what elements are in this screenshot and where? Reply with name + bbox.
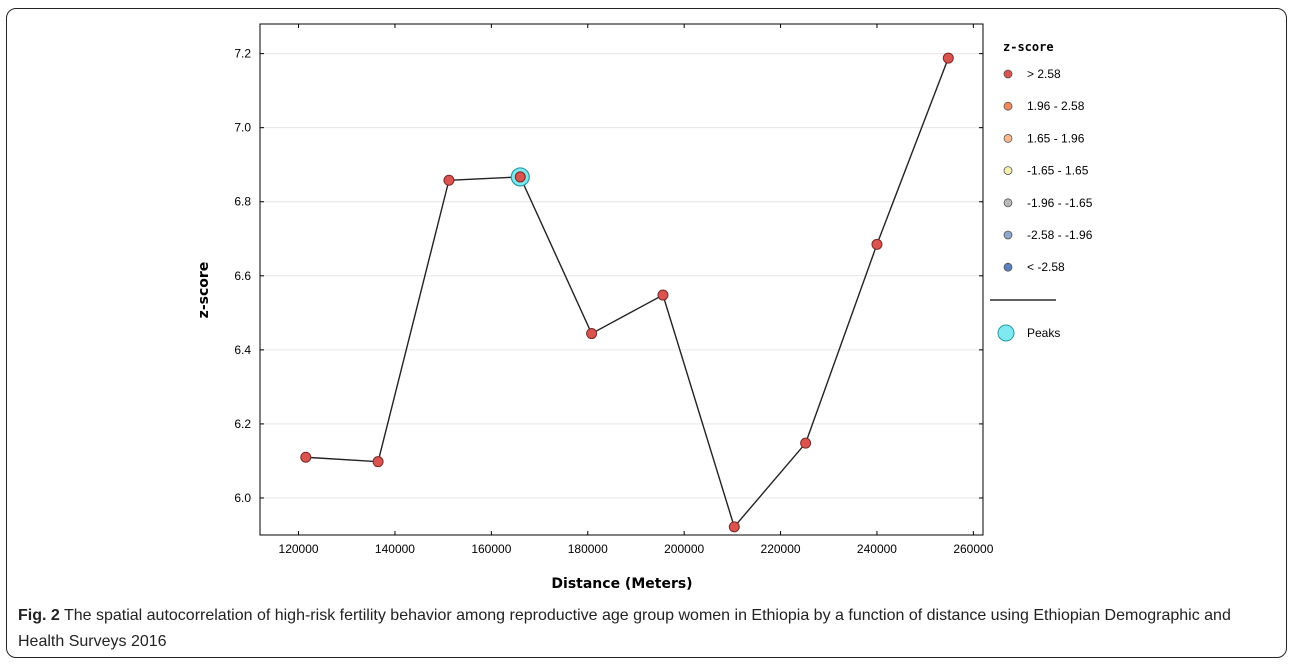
data-point-3 <box>514 171 526 183</box>
y-tick-label-6: 7.2 <box>234 47 251 61</box>
y-tick-label-2: 6.4 <box>234 343 251 357</box>
legend-peaks-label: Peaks <box>1027 326 1060 340</box>
data-point-0 <box>300 451 312 463</box>
data-point-4 <box>586 328 598 340</box>
x-tick-label-2: 160000 <box>471 542 511 556</box>
data-point-9 <box>942 52 954 64</box>
data-point-6 <box>728 521 740 533</box>
legend-marker-0 <box>1003 69 1013 79</box>
caption-label: Fig. 2 <box>18 607 60 624</box>
x-tick-label-5: 220000 <box>761 542 801 556</box>
y-tick-label-1: 6.2 <box>234 417 251 431</box>
x-tick-label-3: 180000 <box>568 542 608 556</box>
y-tick-label-5: 7.0 <box>234 121 251 135</box>
legend-marker-6 <box>1003 262 1013 272</box>
y-axis-title: z-score <box>196 262 212 319</box>
caption-text: The spatial autocorrelation of high-risk… <box>18 607 1231 650</box>
legend-label-5: -2.58 - -1.96 <box>1027 228 1093 242</box>
x-tick-label-6: 240000 <box>857 542 897 556</box>
x-tick-label-1: 140000 <box>375 542 415 556</box>
data-point-7 <box>800 437 812 449</box>
y-tick-label-0: 6.0 <box>234 491 251 505</box>
legend-marker-3 <box>1003 166 1013 176</box>
legend-marker-5 <box>1003 230 1013 240</box>
legend-label-0: > 2.58 <box>1027 67 1061 81</box>
data-point-2 <box>443 174 455 186</box>
legend-marker-4 <box>1003 198 1013 208</box>
series-line <box>305 57 949 529</box>
x-tick-label-7: 260000 <box>953 542 993 556</box>
data-points <box>300 52 954 533</box>
legend-label-6: < -2.58 <box>1027 260 1065 274</box>
y-tick-label-3: 6.6 <box>234 269 251 283</box>
legend-peak-marker <box>997 324 1015 342</box>
data-point-5 <box>657 289 669 301</box>
spatial-autocorrelation-chart: 6.0 6.2 6.4 6.6 6.8 7.0 7.2 120000 140000 160000… <box>196 23 1093 592</box>
data-point-8 <box>871 238 883 250</box>
legend-marker-2 <box>1003 133 1013 143</box>
figure-frame <box>6 8 1287 658</box>
figure-caption: Fig. 2 The spatial autocorrelation of hi… <box>18 603 1280 655</box>
legend-label-1: 1.96 - 2.58 <box>1027 99 1085 113</box>
y-tick-label-4: 6.8 <box>234 195 251 209</box>
data-point-1 <box>372 456 384 468</box>
gridlines <box>260 53 983 499</box>
x-tick-label-0: 120000 <box>279 542 319 556</box>
legend-title: z-score <box>1003 40 1054 54</box>
legend-label-3: -1.65 - 1.65 <box>1027 164 1089 178</box>
x-axis-title: Distance (Meters) <box>551 576 692 592</box>
legend-label-4: -1.96 - -1.65 <box>1027 196 1093 210</box>
legend-marker-1 <box>1003 101 1013 111</box>
x-axis: 120000 140000 160000 180000 200000 220000 2400… <box>279 24 994 556</box>
legend: z-score > 2.58 1.96 - 2.58 1.65 - 1.96 -1.6… <box>990 40 1093 342</box>
legend-label-2: 1.65 - 1.96 <box>1027 131 1085 145</box>
y-axis: 6.0 6.2 6.4 6.6 6.8 7.0 7.2 <box>234 47 983 505</box>
plot-area <box>259 23 984 536</box>
x-tick-label-4: 200000 <box>664 542 704 556</box>
